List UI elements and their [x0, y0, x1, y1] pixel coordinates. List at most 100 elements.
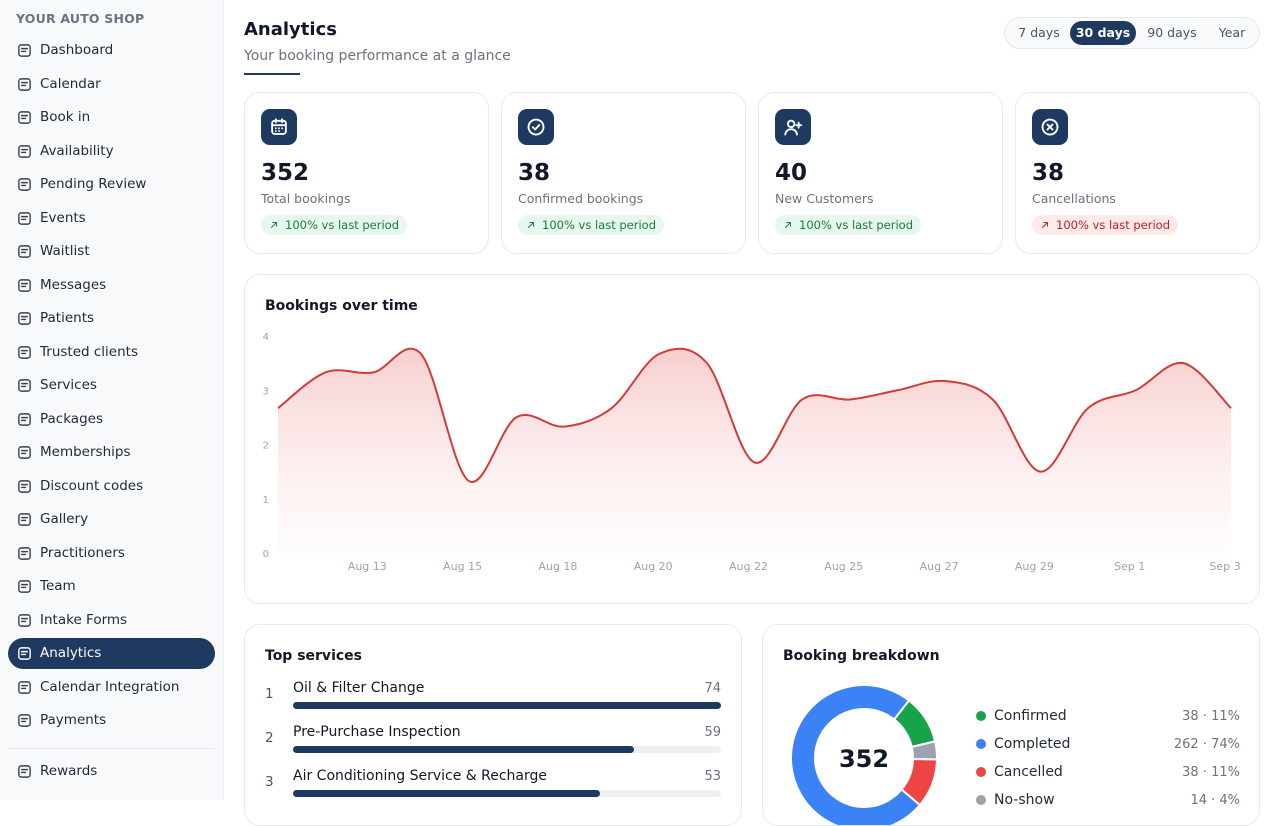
title-underline	[244, 73, 300, 75]
nav-item[interactable]: Packages	[8, 404, 215, 435]
nav-label: Events	[40, 209, 86, 226]
stat-label: New Customers	[775, 191, 874, 206]
nav-label: Pending Review	[40, 176, 147, 192]
stat-change: 100% vs last period	[775, 215, 922, 235]
area	[278, 348, 1231, 553]
nav-label: Discount codes	[40, 477, 144, 494]
nav-item[interactable]: Waitlist	[8, 236, 215, 267]
stat-icon	[261, 109, 297, 145]
legend-value: 38 · 11%	[1182, 709, 1240, 724]
nav-item[interactable]: Events	[8, 203, 215, 234]
icon	[1042, 222, 1048, 228]
nav-label: Availability	[40, 142, 114, 159]
stat-value: 38	[1032, 160, 1065, 186]
legend-dot	[976, 795, 986, 805]
nav-item[interactable]: Patients	[8, 303, 215, 334]
nav-item[interactable]: Messages	[8, 270, 215, 301]
brand: YOUR AUTO SHOP	[16, 11, 145, 26]
page-title: Analytics	[244, 19, 337, 40]
icon	[18, 513, 31, 526]
legend-value: 14 · 4%	[1190, 793, 1240, 808]
icon	[18, 546, 31, 560]
nav-label: Packages	[40, 410, 103, 427]
nav-label: Gallery	[40, 511, 89, 527]
x-tick-label: Aug 22	[729, 560, 768, 573]
icon	[18, 345, 31, 359]
service-name: Pre-Purchase Inspection	[293, 724, 461, 740]
icon	[18, 479, 31, 493]
icon	[18, 647, 31, 660]
bar	[293, 790, 600, 797]
range-tab[interactable]: Year	[1218, 25, 1246, 40]
icon	[271, 118, 287, 135]
nav-item[interactable]: Calendar	[8, 69, 215, 100]
y-tick-label: 3	[263, 386, 269, 397]
nav-item[interactable]: Intake Forms	[8, 605, 215, 636]
icon	[18, 278, 31, 292]
stat-card: 40 New Customers 100% vs last period	[758, 92, 1003, 254]
nav-label: Dashboard	[40, 42, 114, 58]
legend-dot	[976, 711, 986, 721]
nav-label: Memberships	[40, 444, 131, 460]
nav-label: Trusted clients	[40, 343, 138, 360]
range-tab[interactable]: 30 days	[1070, 21, 1136, 45]
nav-label: Practitioners	[40, 544, 125, 561]
icon	[18, 379, 31, 392]
nav-label: Team	[40, 578, 76, 594]
range-tab[interactable]: 7 days	[1018, 25, 1060, 40]
donut-chart: 352	[790, 684, 939, 825]
stat-card: 38 Confirmed bookings 100% vs last period	[501, 92, 746, 254]
icon	[18, 714, 31, 727]
icon	[18, 211, 31, 225]
legend-value: 38 · 11%	[1182, 765, 1240, 780]
stat-value: 40	[775, 160, 808, 186]
nav-item[interactable]: Rewards	[8, 756, 215, 787]
service-rank: 2	[265, 730, 274, 746]
nav-item[interactable]: Services	[8, 370, 215, 401]
service-value: 74	[704, 681, 721, 696]
legend-dot	[976, 739, 986, 749]
legend-name: Completed	[994, 736, 1071, 752]
x-tick-label: Aug 25	[824, 560, 863, 573]
nav-item[interactable]: Trusted clients	[8, 337, 215, 368]
nav-item[interactable]: Memberships	[8, 437, 215, 468]
stat-icon	[1032, 109, 1068, 145]
page: YOUR AUTO SHOP Dashboard Calendar Book in A…	[8, 0, 1260, 826]
nav-item[interactable]: Team	[8, 571, 215, 602]
nav-item[interactable]: Discount codes	[8, 471, 215, 502]
nav-item[interactable]: Payments	[8, 705, 215, 736]
nav-label: Book in	[40, 109, 91, 125]
nav-item[interactable]: Pending Review	[8, 169, 215, 200]
service-value: 59	[704, 725, 721, 740]
x-tick-label: Aug 29	[1015, 560, 1054, 573]
stat-change: 100% vs last period	[261, 215, 408, 235]
nav-item[interactable]: Analytics	[8, 638, 215, 669]
icon	[18, 77, 31, 91]
legend-name: Cancelled	[994, 764, 1063, 780]
icon	[271, 222, 277, 228]
range-tabs: 7 days 30 days 90 days Year	[1004, 17, 1260, 49]
y-tick-label: 1	[263, 495, 269, 506]
nav-item[interactable]: Practitioners	[8, 538, 215, 569]
icon	[18, 613, 31, 627]
icon	[18, 144, 31, 158]
nav-item[interactable]: Gallery	[8, 504, 215, 535]
legend-dot	[976, 767, 986, 777]
range-tab[interactable]: 90 days	[1147, 25, 1197, 40]
nav-item[interactable]: Availability	[8, 136, 215, 167]
service-name: Air Conditioning Service & Recharge	[293, 768, 548, 784]
page-subtitle: Your booking performance at a glance	[244, 48, 511, 64]
nav-item[interactable]: Calendar Integration	[8, 672, 215, 703]
nav-item[interactable]: Dashboard	[8, 35, 215, 66]
nav-label: Analytics	[40, 645, 102, 661]
chart-title: Bookings over time	[265, 298, 418, 314]
service-rank: 1	[265, 686, 274, 702]
stat-label: Confirmed bookings	[518, 191, 644, 206]
icon	[785, 222, 791, 228]
icon	[18, 312, 31, 325]
nav-item[interactable]: Book in	[8, 102, 215, 133]
nav-label: Waitlist	[40, 243, 90, 259]
stat-card: 352 Total bookings 100% vs last period	[244, 92, 489, 254]
stat-label: Total bookings	[261, 191, 351, 206]
chart-card: Bookings over time 0 1 2 3 4 Aug 13 Aug 15 Aug …	[244, 274, 1260, 604]
